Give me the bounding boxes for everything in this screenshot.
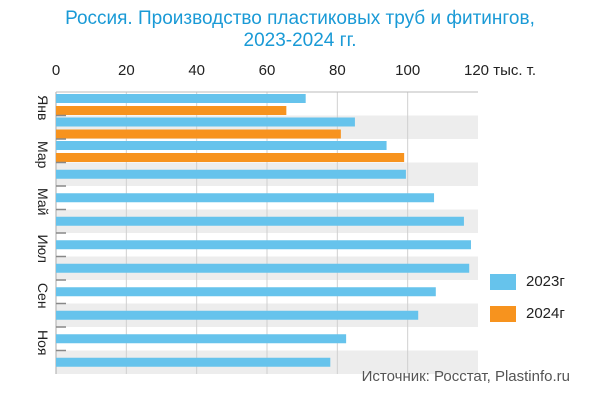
legend-swatch-2023 (490, 273, 516, 290)
bar-2024г-Фев (56, 129, 341, 139)
y-category-label: Сен (35, 283, 51, 309)
source-note: Источник: Росстат, Plastinfo.ru (361, 368, 570, 385)
legend-label-2024: 2024г (526, 305, 565, 322)
x-tick-label: 80 (329, 62, 346, 79)
bar-2023г-Фев (56, 117, 355, 127)
y-category-label: Янв (35, 95, 51, 120)
bar-2023г-Авг (56, 263, 470, 273)
y-category-label: Мар (35, 141, 51, 169)
y-category-label: Июл (35, 235, 51, 263)
x-tick-label: 0 (52, 62, 60, 79)
x-tick-label: 100 (395, 62, 420, 79)
bar-2023г-Июл (56, 240, 471, 250)
bar-2023г-Дек (56, 357, 331, 367)
chart-title: Россия. Производство пластиковых труб и … (0, 8, 600, 52)
bar-2024г-Янв (56, 106, 287, 115)
x-tick-label: 60 (259, 62, 276, 79)
y-category-label: Ноя (35, 330, 51, 355)
bar-2023г-Мар (56, 141, 387, 150)
legend-item-2023: 2023г (490, 273, 565, 290)
legend-item-2024: 2024г (490, 305, 565, 322)
legend-label-2023: 2023г (526, 273, 565, 290)
x-tick-label: 20 (118, 62, 135, 79)
bar-2023г-Май (56, 193, 435, 203)
chart-title-line-1: Россия. Производство пластиковых труб и … (65, 8, 535, 29)
bar-2024г-Мар (56, 153, 405, 162)
bar-2023г-Ноя (56, 334, 347, 344)
x-tick-label: 40 (188, 62, 205, 79)
x-tick-label: 120 тыс. т. (464, 62, 536, 79)
chart-title-line-2: 2023-2024 гг. (243, 30, 357, 51)
bar-2023г-Апр (56, 169, 406, 179)
bar-2023г-Июн (56, 216, 464, 226)
bar-2023г-Сен (56, 287, 436, 297)
bar-2023г-Янв (56, 94, 306, 103)
bar-2023г-Окт (56, 310, 419, 320)
y-category-label: Май (35, 188, 51, 215)
legend-swatch-2024 (490, 305, 516, 322)
